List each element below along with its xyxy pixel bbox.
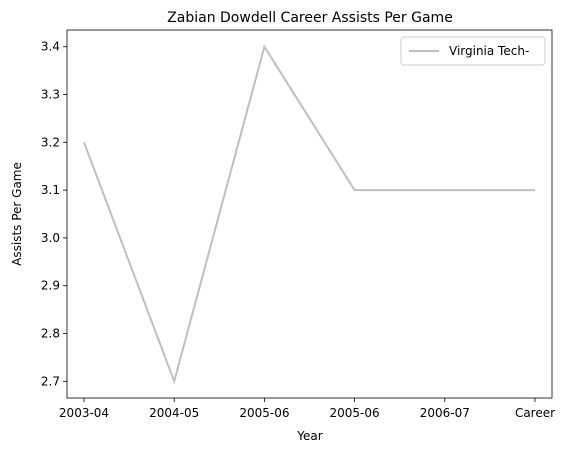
x-tick-label: Career (515, 406, 555, 420)
y-tick-label: 3.2 (41, 135, 60, 149)
y-tick-label: 3.0 (41, 231, 60, 245)
plot-area (66, 29, 553, 399)
y-axis: 2.7 2.8 2.9 3.0 3.1 3.2 3.3 3.4 (41, 40, 67, 388)
y-tick-label: 3.4 (41, 40, 60, 54)
y-tick-label: 2.9 (41, 279, 60, 293)
x-tick-label: 2005-06 (239, 406, 289, 420)
chart-title: Zabian Dowdell Career Assists Per Game (167, 10, 453, 26)
y-axis-label: Assists Per Game (10, 162, 24, 266)
x-axis: 2003-04 2004-05 2005-06 2005-06 2006-07 Caree… (59, 398, 555, 420)
series-layer (83, 44, 536, 385)
x-tick-label: 2005-06 (330, 406, 380, 420)
legend-box (400, 36, 546, 66)
y-tick-label: 2.8 (41, 326, 60, 340)
y-tick-label: 3.1 (41, 183, 60, 197)
legend-label: Virginia Tech- (449, 44, 529, 58)
x-tick-label: 2006-07 (420, 406, 470, 420)
y-tick-label: 3.3 (41, 88, 60, 102)
legend: Virginia Tech- (400, 36, 546, 66)
x-axis-label: Year (296, 429, 322, 443)
x-tick-label: 2003-04 (59, 406, 109, 420)
y-tick-label: 2.7 (41, 374, 60, 388)
series-line-0 (83, 44, 535, 385)
x-tick-label: 2004-05 (149, 406, 199, 420)
